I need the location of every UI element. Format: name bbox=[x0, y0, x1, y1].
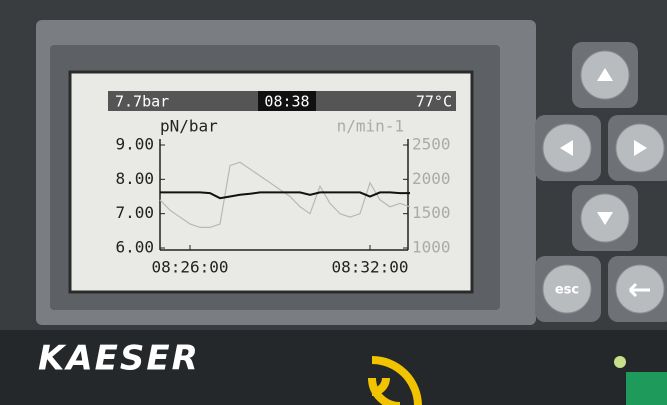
y2-tick-label: 2000 bbox=[412, 169, 451, 188]
x-tick-label: 08:32:00 bbox=[331, 258, 408, 277]
y2-tick-label: 1500 bbox=[412, 203, 451, 222]
status-led bbox=[614, 356, 626, 368]
y-tick-label: 8.00 bbox=[115, 169, 154, 188]
y-tick-label: 7.00 bbox=[115, 203, 154, 222]
page: {"status": {"pressure": "7.7bar", "time"… bbox=[0, 0, 667, 405]
y2-tick-label: 2500 bbox=[412, 135, 451, 154]
x-tick-label: 08:26:00 bbox=[151, 258, 228, 277]
y-tick-label: 9.00 bbox=[115, 135, 154, 154]
status-temperature: 77°C bbox=[416, 93, 452, 111]
green-label bbox=[626, 372, 667, 405]
status-pressure: 7.7bar bbox=[115, 93, 169, 111]
key-esc-label: esc bbox=[555, 283, 579, 298]
y2-axis-label: n/min-1 bbox=[337, 117, 404, 136]
y2-tick-label: 1000 bbox=[412, 238, 451, 257]
status-time: 08:38 bbox=[264, 93, 309, 111]
y-axis-label: pN/bar bbox=[160, 117, 218, 136]
controller: 7.7bar 08:38 77°C pN/bar n/min-1 6.00 7.0… bbox=[0, 0, 667, 405]
y-tick-label: 6.00 bbox=[115, 238, 154, 257]
brand-logo: KAESER bbox=[38, 339, 200, 379]
